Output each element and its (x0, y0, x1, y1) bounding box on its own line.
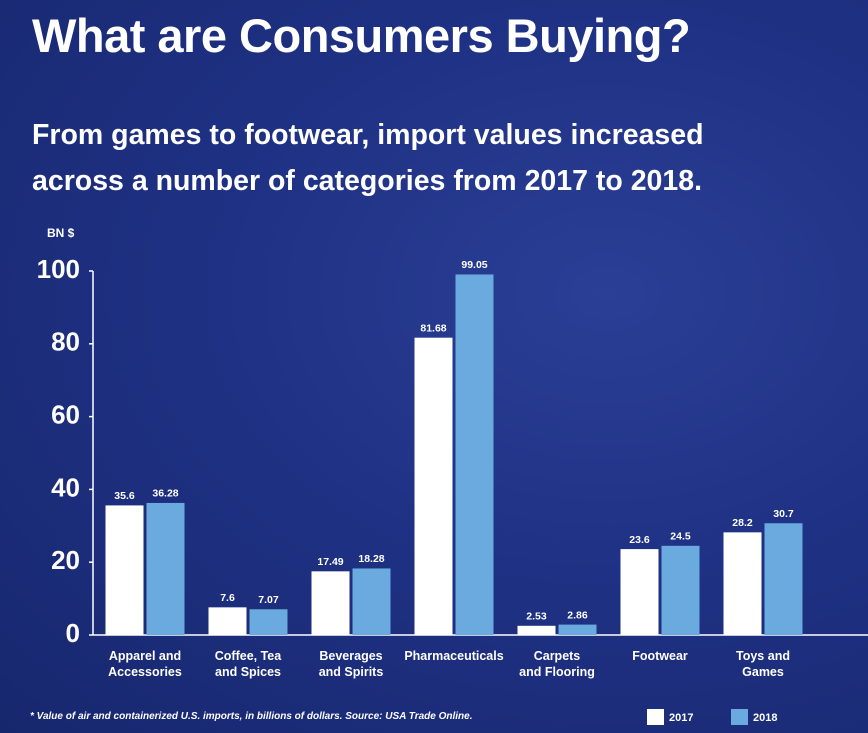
bar (620, 549, 659, 635)
x-tick-label: Beverages and Spirits (318, 649, 384, 679)
legend-label: 2018 (753, 712, 777, 724)
value-label: 2.86 (567, 609, 588, 621)
chart-title: What are Consumers Buying? (32, 9, 691, 62)
value-label: 18.28 (358, 553, 384, 565)
value-label: 23.6 (629, 534, 650, 546)
y-tick-label: 100 (37, 254, 80, 284)
footnote: * Value of air and containerized U.S. im… (30, 711, 473, 722)
bar (208, 607, 247, 635)
value-label: 7.07 (258, 594, 279, 606)
x-tick-label: Toys and Games (736, 649, 790, 679)
x-tick-label: Apparel and Accessories (108, 649, 182, 679)
y-tick-label: 80 (51, 327, 80, 357)
value-label: 28.2 (732, 517, 753, 529)
x-tick-label: Pharmaceuticals (404, 649, 504, 663)
bar (414, 337, 453, 635)
value-label: 17.49 (317, 556, 343, 568)
legend-label: 2017 (669, 712, 693, 724)
x-tick-label: Coffee, Tea and Spices (214, 649, 282, 679)
bar (517, 625, 556, 635)
value-label: 2.53 (526, 611, 547, 623)
value-label: 7.6 (220, 592, 235, 604)
value-label: 24.5 (670, 531, 691, 543)
bar (352, 568, 391, 635)
legend-swatch (647, 709, 664, 725)
value-label: 36.28 (152, 488, 178, 500)
value-label: 35.6 (114, 490, 135, 502)
chart-subtitle: From games to footwear, import values in… (32, 119, 704, 197)
value-label: 81.68 (420, 322, 446, 334)
y-tick-label: 60 (51, 399, 80, 429)
value-label: 30.7 (773, 508, 794, 520)
bar (249, 609, 288, 635)
y-axis-label: BN $ (47, 226, 75, 240)
bar (455, 274, 494, 635)
bar (661, 545, 700, 635)
bar (105, 505, 144, 635)
bar (558, 624, 597, 635)
y-tick-label: 0 (66, 618, 80, 648)
y-tick-label: 20 (51, 545, 80, 575)
x-tick-label: Carpets and Flooring (519, 649, 595, 679)
x-tick-label: Footwear (632, 649, 688, 663)
value-label: 99.05 (461, 259, 487, 271)
legend-swatch (731, 709, 748, 725)
bar (311, 571, 350, 635)
bar (723, 532, 762, 635)
y-tick-label: 40 (51, 472, 80, 502)
bar (764, 523, 803, 635)
bar (146, 502, 185, 635)
